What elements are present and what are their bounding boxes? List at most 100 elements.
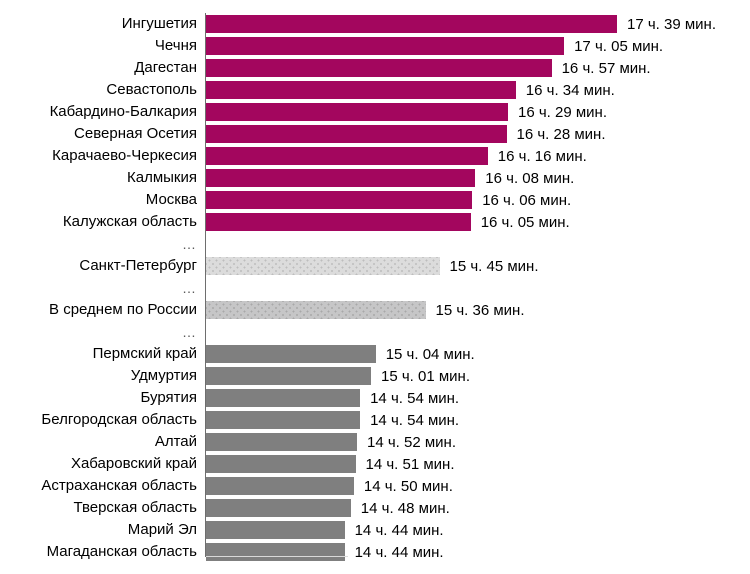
bar-area: 15 ч. 36 мин. — [206, 299, 525, 321]
bar-area: 16 ч. 06 мин. — [206, 189, 571, 211]
chart-row: Удмуртия 15 ч. 01 мин. — [0, 365, 750, 387]
bar — [206, 301, 426, 319]
chart-row: Белгородская область 14 ч. 54 мин. — [0, 409, 750, 431]
ellipsis-row: … — [0, 321, 750, 343]
vertical-axis-line — [205, 13, 206, 557]
ellipsis-row: … — [0, 277, 750, 299]
category-label: Калмыкия — [127, 169, 197, 186]
chart-row: В среднем по России 15 ч. 36 мин. — [0, 299, 750, 321]
bar-area: 16 ч. 28 мин. — [206, 123, 606, 145]
bar — [206, 345, 376, 363]
bar — [206, 411, 361, 429]
chart-rows: Ингушетия 17 ч. 39 мин. Чечня 17 ч. 05 мин.… — [0, 13, 750, 563]
category-label: Калужская область — [62, 213, 197, 230]
value-label: 16 ч. 34 мин. — [525, 81, 615, 99]
bar-area: 16 ч. 08 мин. — [206, 167, 574, 189]
category-label: Севастополь — [106, 81, 197, 98]
bar — [206, 433, 357, 451]
category-label: Москва — [145, 191, 197, 208]
category-label: Кабардино-Балкария — [49, 103, 197, 120]
chart-row: Кабардино-Балкария 16 ч. 29 мин. — [0, 101, 750, 123]
bar-area: 14 ч. 44 мин. — [206, 541, 444, 563]
bar-area: 14 ч. 51 мин. — [206, 453, 455, 475]
category-label: Пермский край — [92, 345, 197, 362]
category-label: В среднем по России — [49, 301, 197, 318]
value-label: 16 ч. 08 мин. — [485, 169, 575, 187]
category-label: Карачаево-Черкесия — [52, 147, 197, 164]
bar-area: 15 ч. 04 мин. — [206, 343, 475, 365]
chart-row: Севастополь 16 ч. 34 мин. — [0, 79, 750, 101]
category-label: Марий Эл — [127, 521, 197, 538]
bar — [206, 477, 354, 495]
chart-row: Калужская область 16 ч. 05 мин. — [0, 211, 750, 233]
category-label: Северная Осетия — [74, 125, 197, 142]
ellipsis-label: … — [182, 324, 197, 340]
value-label: 15 ч. 01 мин. — [381, 367, 470, 385]
chart-row: Тверская область 14 ч. 48 мин. — [0, 497, 750, 519]
value-label: 14 ч. 54 мин. — [370, 411, 460, 429]
bar — [206, 257, 440, 275]
bar — [206, 81, 516, 99]
chart-row: Хабаровский край 14 ч. 51 мин. — [0, 453, 750, 475]
value-label: 17 ч. 05 мин. — [574, 37, 664, 55]
chart-row: Пермский край 15 ч. 04 мин. — [0, 343, 750, 365]
bar-area: 14 ч. 44 мин. — [206, 519, 444, 541]
bar-area: 16 ч. 05 мин. — [206, 211, 570, 233]
value-label: 14 ч. 50 мин. — [363, 477, 453, 495]
chart-row: Северная Осетия 16 ч. 28 мин. — [0, 123, 750, 145]
value-label: 14 ч. 44 мин. — [354, 521, 444, 539]
bar-area: 14 ч. 52 мин. — [206, 431, 456, 453]
bar — [206, 169, 476, 187]
ellipsis-label: … — [182, 236, 197, 252]
bar — [206, 367, 371, 385]
category-label: Ингушетия — [121, 15, 197, 32]
bar-area: 17 ч. 39 мин. — [206, 13, 716, 35]
category-label: Белгородская область — [41, 411, 197, 428]
chart-row: Москва 16 ч. 06 мин. — [0, 189, 750, 211]
bar-area: 14 ч. 54 мин. — [206, 387, 459, 409]
category-label: Астраханская область — [41, 477, 197, 494]
category-label: Магаданская область — [46, 543, 197, 560]
bar-area: 16 ч. 57 мин. — [206, 57, 651, 79]
bar — [206, 521, 345, 539]
value-label: 15 ч. 36 мин. — [435, 301, 525, 319]
bar — [206, 59, 552, 77]
category-label: Бурятия — [140, 389, 197, 406]
category-label: Дагестан — [134, 59, 197, 76]
category-label: Хабаровский край — [70, 455, 197, 472]
bar-area: 14 ч. 54 мин. — [206, 409, 459, 431]
bar-area: 16 ч. 16 мин. — [206, 145, 587, 167]
bar-area: 16 ч. 29 мин. — [206, 101, 607, 123]
value-label: 16 ч. 57 мин. — [561, 59, 651, 77]
bar — [206, 543, 345, 561]
bar — [206, 125, 507, 143]
bar-area: 17 ч. 05 мин. — [206, 35, 663, 57]
chart-row: Калмыкия 16 ч. 08 мин. — [0, 167, 750, 189]
chart-row: Ингушетия 17 ч. 39 мин. — [0, 13, 750, 35]
value-label: 15 ч. 04 мин. — [385, 345, 475, 363]
bar — [206, 37, 565, 55]
bar — [206, 499, 351, 517]
bar-area: 15 ч. 45 мин. — [206, 255, 539, 277]
value-label: 16 ч. 16 мин. — [497, 147, 587, 165]
value-label: 14 ч. 44 мин. — [354, 543, 444, 561]
value-label: 17 ч. 39 мин. — [627, 15, 716, 33]
value-label: 16 ч. 06 мин. — [482, 191, 572, 209]
chart-row: Марий Эл 14 ч. 44 мин. — [0, 519, 750, 541]
bar — [206, 103, 508, 121]
bottom-axis-line — [206, 556, 348, 557]
chart-row: Дагестан 16 ч. 57 мин. — [0, 57, 750, 79]
value-label: 16 ч. 05 мин. — [480, 213, 570, 231]
chart-row: Санкт-Петербург 15 ч. 45 мин. — [0, 255, 750, 277]
category-label: Чечня — [154, 37, 197, 54]
bar — [206, 389, 361, 407]
ellipsis-label: … — [182, 280, 197, 296]
bar-area: 14 ч. 48 мин. — [206, 497, 450, 519]
value-label: 14 ч. 54 мин. — [370, 389, 460, 407]
chart-row: Магаданская область 14 ч. 44 мин. — [0, 541, 750, 563]
value-label: 15 ч. 45 мин. — [449, 257, 539, 275]
bar — [206, 15, 617, 33]
ellipsis-row: … — [0, 233, 750, 255]
chart-row: Астраханская область 14 ч. 50 мин. — [0, 475, 750, 497]
